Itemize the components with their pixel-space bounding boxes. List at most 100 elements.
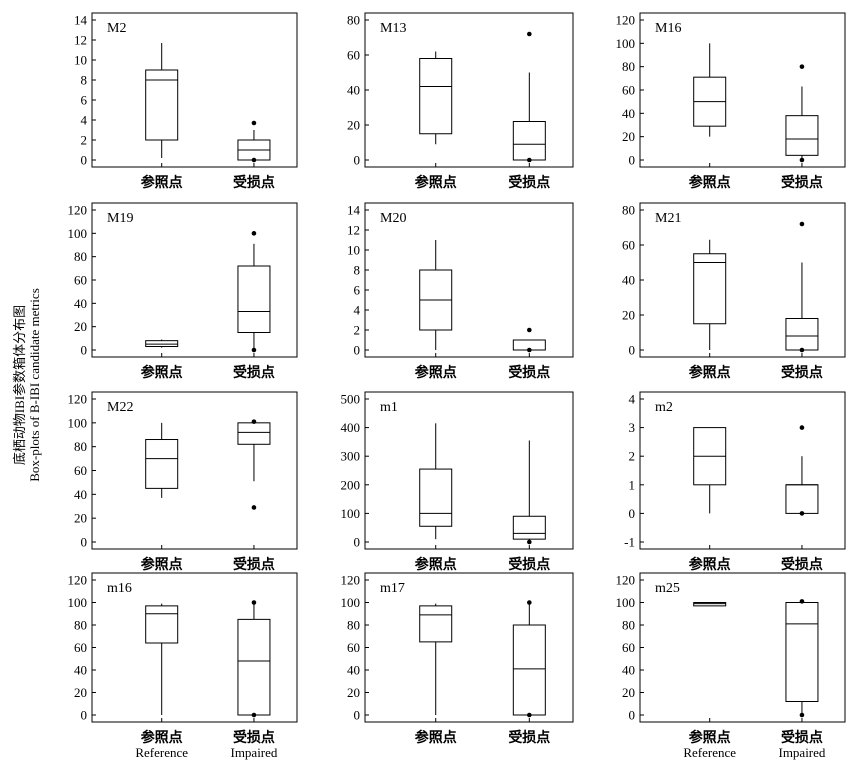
box-impaired	[512, 327, 546, 353]
outlier-point	[799, 425, 805, 430]
y-tick-label: 100	[341, 506, 361, 521]
panel-m17: 0 20 40 60 80 100 120 m17 参照点 受损点	[341, 572, 574, 746]
y-tick-label: 120	[68, 573, 88, 588]
y-axis-title: 底栖动物IBI参数箱体分布图 Box-plots of B-IBI candid…	[12, 288, 42, 482]
box-impaired	[237, 120, 271, 163]
y-tick-label: 10	[74, 53, 87, 68]
y-tick-label: 8	[354, 263, 361, 278]
panel-m13: 0 20 40 60 80 M13 参照点 受损点	[347, 12, 574, 191]
x-category-label: 受损点	[508, 364, 550, 381]
x-category-label: 受损点	[233, 174, 275, 191]
y-tick-label: 20	[622, 308, 635, 323]
y-tick-label: 20	[622, 685, 635, 700]
y-tick-label: 500	[341, 392, 361, 407]
outlier-point	[251, 120, 257, 126]
box-impaired	[785, 64, 819, 163]
y-tick-label: 400	[341, 420, 361, 435]
box-impaired	[512, 440, 546, 545]
y-tick-label: 1	[629, 477, 636, 492]
y-tick-label: 80	[622, 59, 635, 74]
x-category-label: 参照点	[141, 174, 183, 191]
y-tick-label: 20	[347, 118, 360, 133]
box-reference	[693, 602, 727, 607]
x-category-label: 参照点	[415, 364, 457, 381]
x-category-label: 参照点	[689, 174, 731, 191]
outlier-point	[799, 347, 805, 353]
box-impaired	[785, 221, 819, 353]
x-category-label: 参照点	[415, 556, 457, 573]
y-tick-label: 60	[622, 238, 635, 253]
box-iqr	[419, 468, 453, 527]
x-category-label: 参照点	[415, 729, 457, 746]
outlier-point	[799, 64, 805, 69]
y-tick-label: 80	[74, 249, 87, 264]
panel-frame	[91, 391, 298, 550]
box-reference	[145, 422, 179, 498]
y-tick-label: 10	[347, 243, 360, 258]
y-tick-label: 4	[629, 392, 636, 407]
panel-label: M13	[380, 21, 406, 36]
y-tick-label: 120	[68, 203, 88, 218]
panel-label: m17	[380, 581, 405, 596]
box-reference	[693, 427, 727, 514]
box-iqr	[512, 624, 546, 716]
y-tick-label: 0	[629, 506, 636, 521]
y-tick-label: 100	[341, 595, 361, 610]
outlier-point	[527, 31, 532, 37]
y-tick-label: 60	[622, 640, 635, 655]
panel-label: m16	[107, 581, 132, 596]
x-category-label: 参照点	[689, 729, 731, 746]
x-category-label-en: Reference	[683, 745, 736, 760]
box-iqr	[693, 253, 727, 325]
outlier-point	[527, 327, 532, 333]
outlier-point	[799, 599, 805, 604]
box-iqr	[785, 484, 819, 514]
outlier-point	[799, 221, 805, 227]
x-category-label: 受损点	[781, 174, 823, 191]
y-tick-label: 0	[81, 708, 88, 723]
y-tick-label: 40	[622, 663, 635, 678]
outlier-point	[527, 539, 532, 545]
y-tick-label: 120	[616, 573, 636, 588]
panel-label: M19	[107, 211, 133, 226]
box-iqr	[785, 602, 819, 702]
x-category-label: 受损点	[233, 729, 275, 746]
y-tick-label: 0	[629, 153, 636, 168]
y-tick-label: 0	[354, 708, 361, 723]
y-tick-label: 60	[622, 83, 635, 98]
y-tick-label: 80	[622, 203, 635, 218]
outlier-point	[251, 347, 257, 353]
y-tick-label: 100	[616, 595, 636, 610]
y-tick-label: 2	[81, 133, 88, 148]
y-tick-label: 200	[341, 477, 361, 492]
box-iqr	[693, 602, 727, 607]
y-tick-label: 12	[74, 33, 87, 48]
y-tick-label: 3	[629, 420, 636, 435]
y-tick-label: 6	[81, 93, 88, 108]
panel-label: m1	[380, 400, 398, 415]
y-tick-label: 60	[74, 273, 87, 288]
box-iqr	[785, 318, 819, 351]
outlier-point	[251, 419, 257, 424]
y-tick-label: 0	[81, 343, 88, 358]
y-tick-label: 0	[354, 535, 361, 550]
y-tick-label: 40	[622, 106, 635, 121]
outlier-point	[527, 600, 532, 605]
box-iqr	[512, 121, 546, 161]
y-tick-label: 120	[341, 573, 361, 588]
box-reference	[145, 43, 179, 158]
y-tick-label: 14	[74, 13, 88, 28]
panel-label: M21	[655, 211, 681, 226]
y-tick-label: 14	[347, 203, 361, 218]
y-tick-label: 40	[74, 663, 87, 678]
x-category-label-en: Impaired	[778, 745, 825, 760]
box-reference	[145, 339, 179, 348]
y-tick-label: 100	[616, 36, 636, 51]
y-tick-label: 120	[616, 13, 636, 28]
panel-m2: 0 2 4 6 8 10 12 14 M2 参照点 受损点	[74, 12, 298, 191]
box-iqr	[785, 115, 819, 156]
outlier-point	[251, 231, 257, 236]
box-impaired	[512, 600, 546, 718]
box-impaired	[785, 599, 819, 718]
